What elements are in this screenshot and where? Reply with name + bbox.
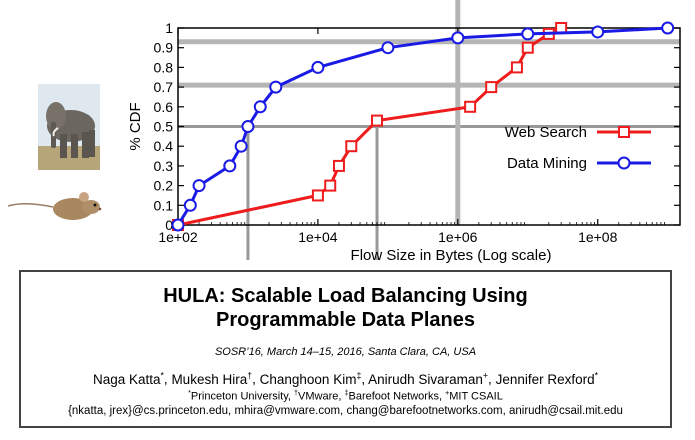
y-tick-label: 0.4 <box>154 138 174 154</box>
data-point-data-mining <box>192 179 206 193</box>
author-affiliation-mark: ‡ <box>356 370 362 380</box>
y-tick-label: 0.9 <box>154 40 174 56</box>
author-affiliation-mark: † <box>247 370 253 380</box>
data-point-data-mining <box>381 41 395 55</box>
data-point-web-search <box>371 114 384 127</box>
paper-title-line-2: Programmable Data Planes <box>216 309 475 331</box>
cdf-chart: 0 0.1 0.2 0.3 0.4 0.5 0.6 0.7 0.8 0.9 1 1e+02 1e+04 1… <box>127 0 681 264</box>
data-point-data-mining <box>311 60 325 74</box>
data-point-web-search <box>464 100 477 113</box>
x-tick-label: 1e+08 <box>578 229 618 245</box>
data-point-data-mining <box>241 120 255 133</box>
data-point-data-mining <box>223 159 237 173</box>
data-point-web-search <box>521 41 534 54</box>
data-point-data-mining <box>591 25 605 39</box>
affiliation-name: MIT CSAIL <box>449 390 503 403</box>
venue-line: SOSR’16, March 14–15, 2016, Santa Clara,… <box>214 346 477 358</box>
data-point-data-mining <box>451 31 465 45</box>
series-layer <box>171 21 675 232</box>
data-point-web-search <box>311 189 324 202</box>
y-tick-label: 0.6 <box>154 99 174 115</box>
data-point-web-search <box>510 61 523 74</box>
paper-title: HULA: Scalable Load Balancing Using Prog… <box>21 284 670 332</box>
affiliation-mark: † <box>294 389 299 397</box>
y-tick-label: 0.2 <box>154 178 174 194</box>
affiliation-name: VMware <box>298 390 339 403</box>
y-tick-label: 1 <box>165 20 173 36</box>
affiliation-mark: * <box>188 389 191 397</box>
x-tick-label: 1e+02 <box>158 229 198 245</box>
data-point-web-search <box>345 140 358 153</box>
data-point-data-mining <box>521 27 535 41</box>
axis-ticks: 0 0.1 0.2 0.3 0.4 0.5 0.6 0.7 0.8 0.9 1 1e+02 1e+04 1… <box>154 20 680 245</box>
y-axis-label: % CDF <box>127 102 144 150</box>
email-list: {nkatta, jrex}@cs.princeton.edu, mhira@v… <box>68 405 623 417</box>
data-point-web-search <box>324 179 337 192</box>
data-point-data-mining <box>183 198 197 212</box>
legend-marker-data-mining <box>617 156 631 170</box>
data-point-web-search <box>332 159 345 172</box>
affiliation-mark: ‡ <box>344 389 349 397</box>
legend-label-web-search: Web Search <box>505 124 587 141</box>
legend-marker-web-search <box>618 126 630 138</box>
x-tick-label: 1e+04 <box>298 229 338 245</box>
author-name: Mukesh Hira† <box>171 370 253 387</box>
affiliation-name: Princeton University <box>190 390 288 403</box>
x-axis-label: Flow Size in Bytes (Log scale) <box>351 247 552 264</box>
y-tick-label: 0.8 <box>154 59 174 75</box>
data-point-data-mining <box>661 21 675 35</box>
x-tick-label: 1e+06 <box>438 229 478 245</box>
y-tick-label: 0.3 <box>154 158 174 174</box>
affiliation-list: *Princeton University, †VMware, ‡Barefoo… <box>188 389 503 403</box>
y-tick-label: 0.5 <box>154 119 174 135</box>
y-tick-label: 0 <box>165 217 173 233</box>
affiliation-mark: + <box>445 389 450 397</box>
author-name: Jennifer Rexford* <box>495 370 599 387</box>
data-point-web-search <box>485 81 498 94</box>
author-affiliation-mark: * <box>594 370 599 380</box>
elephant-photo <box>38 84 100 170</box>
author-affiliation-mark: + <box>482 370 489 380</box>
mouse-photo <box>7 192 102 220</box>
affiliation-name: Barefoot Networks <box>348 390 439 403</box>
legend: Web Search Data Mining <box>505 124 651 172</box>
data-point-data-mining <box>171 218 185 232</box>
data-point-data-mining <box>253 100 267 114</box>
author-list: Naga Katta*, Mukesh Hira†, Changhoon Kim… <box>92 370 599 387</box>
author-affiliation-mark: * <box>160 370 164 380</box>
y-tick-label: 0.1 <box>154 197 174 213</box>
data-point-data-mining <box>234 139 248 153</box>
paper-title-card: HULA: Scalable Load Balancing Using Prog… <box>19 270 672 428</box>
legend-label-data-mining: Data Mining <box>507 155 587 172</box>
author-name: Naga Katta* <box>92 370 164 387</box>
paper-title-line-1: HULA: Scalable Load Balancing Using <box>163 285 528 307</box>
author-name: Changhoon Kim‡ <box>259 370 362 387</box>
data-point-data-mining <box>269 80 283 94</box>
y-tick-label: 0.7 <box>154 79 174 95</box>
author-name: Anirudh Sivaraman+ <box>368 370 489 387</box>
